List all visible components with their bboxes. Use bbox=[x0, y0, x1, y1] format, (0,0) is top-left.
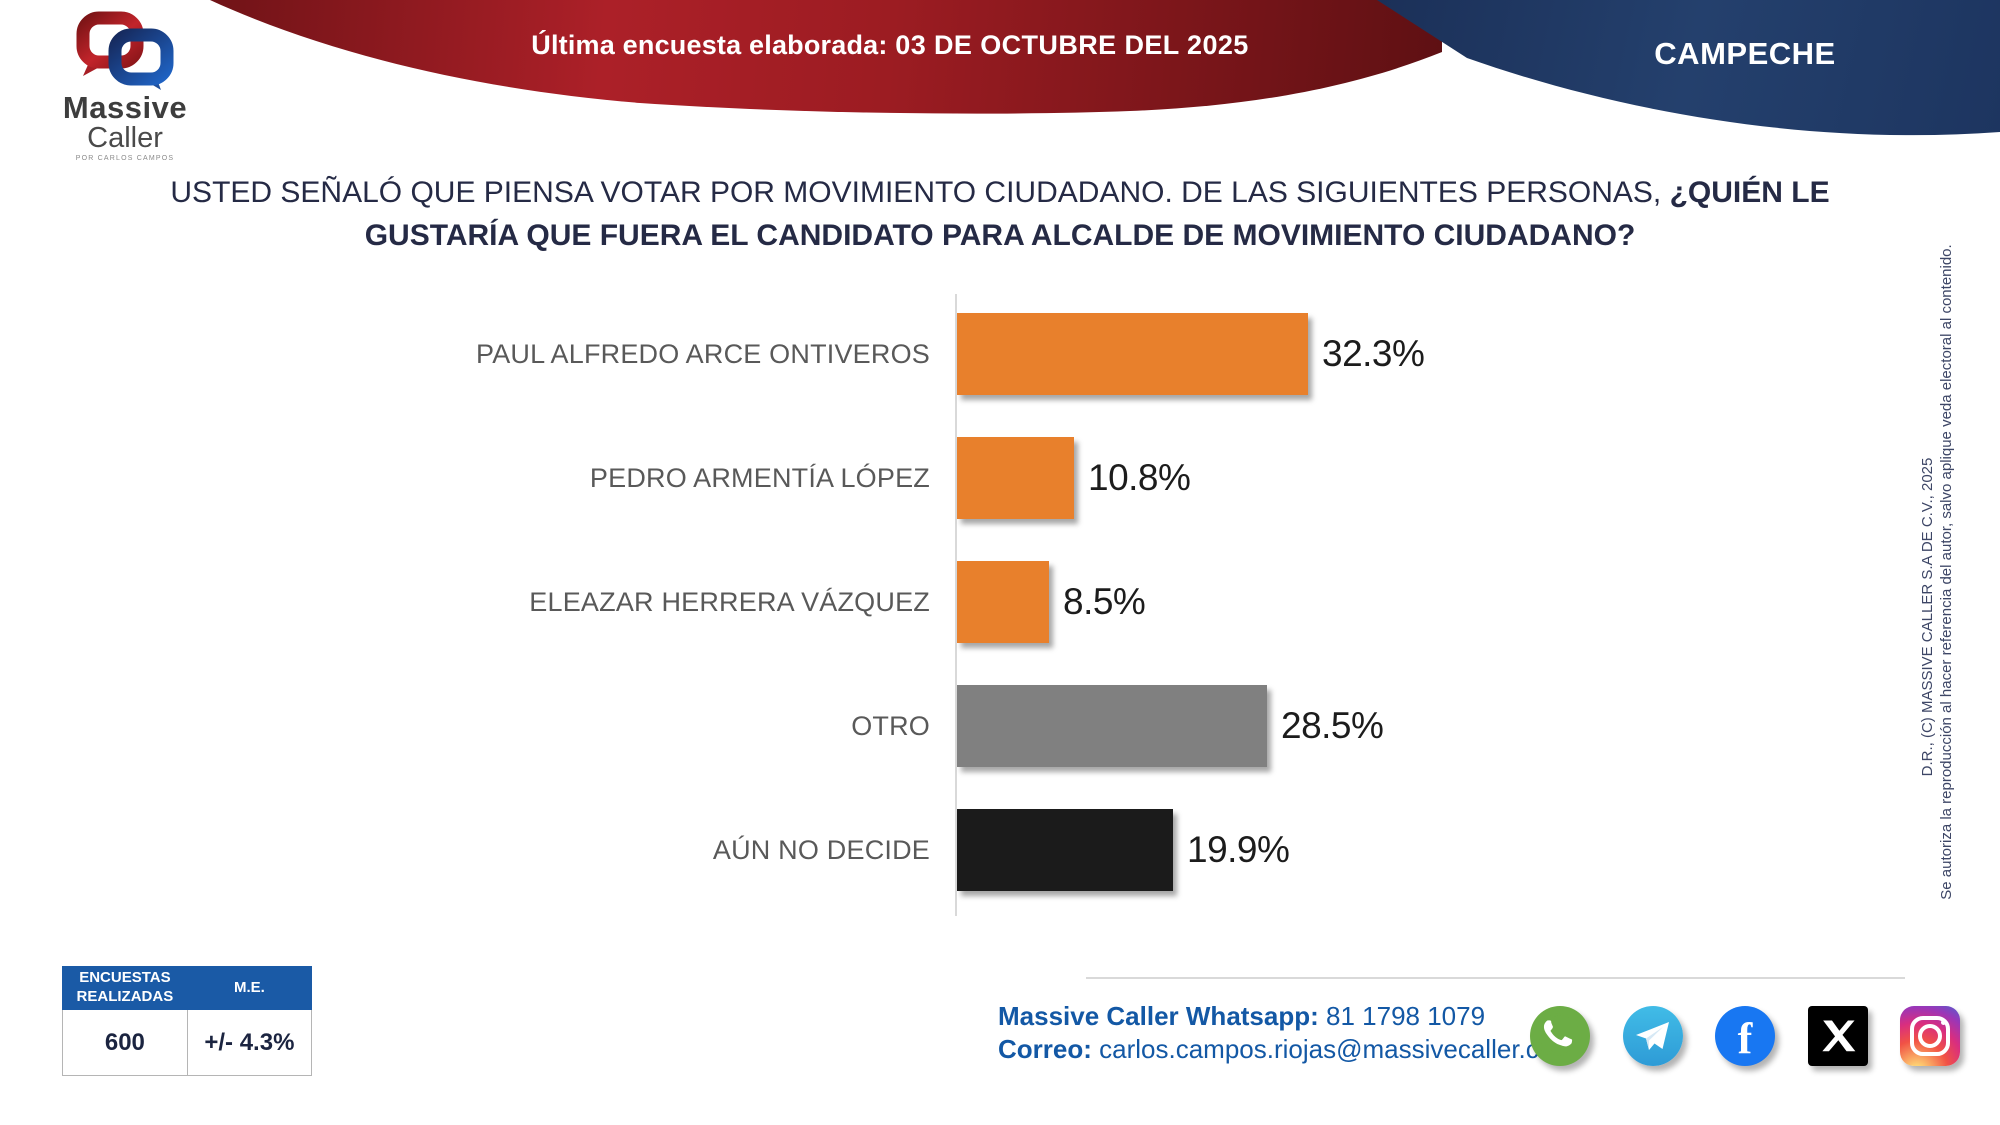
stats-header-encuestas: ENCUESTAS REALIZADAS bbox=[62, 966, 188, 1010]
bar-category-label: PEDRO ARMENTÍA LÓPEZ bbox=[589, 462, 930, 493]
bar-category-label: ELEAZAR HERRERA VÁZQUEZ bbox=[529, 586, 930, 617]
last-survey-banner: Última encuesta elaborada: 03 DE OCTUBRE… bbox=[490, 30, 1290, 61]
last-survey-label: Última encuesta elaborada: bbox=[531, 30, 888, 60]
social-icons-row: f bbox=[1530, 1004, 1960, 1068]
bar-value-label: 19.9% bbox=[1187, 829, 1290, 870]
bar-value-label: 8.5% bbox=[1063, 581, 1146, 622]
last-survey-date: 03 DE OCTUBRE DEL 2025 bbox=[895, 30, 1249, 60]
instagram-lens bbox=[1918, 1024, 1942, 1048]
instagram-frame bbox=[1910, 1016, 1950, 1056]
x-twitter-icon[interactable] bbox=[1807, 1006, 1868, 1066]
disclaimer-vertical-note: Se autoriza la reproducción al hacer ref… bbox=[1938, 244, 1955, 900]
contact-email-line: Correo: carlos.campos.riojas@massivecall… bbox=[998, 1033, 1575, 1066]
stats-header-me: M.E. bbox=[186, 966, 313, 1010]
logo-blue-bubble bbox=[108, 28, 174, 86]
bar bbox=[957, 561, 1049, 643]
bar-value-label: 32.3% bbox=[1322, 333, 1425, 374]
question-bold-part: ¿QUIÉN LE GUSTARÍA QUE FUERA EL CANDIDAT… bbox=[364, 176, 1830, 252]
email-label: Correo: bbox=[998, 1034, 1092, 1065]
chart-axis-line bbox=[955, 294, 957, 916]
instagram-icon[interactable] bbox=[1900, 1006, 1960, 1066]
bar-category-label: AÚN NO DECIDE bbox=[712, 834, 930, 865]
survey-question-title: USTED SEÑALÓ QUE PIENSA VOTAR POR MOVIMI… bbox=[110, 172, 1890, 257]
bar-category-label: PAUL ALFREDO ARCE ONTIVEROS bbox=[475, 338, 930, 369]
chart-row: AÚN NO DECIDE 19.9% bbox=[0, 809, 2000, 891]
logo-wordmark-line2: Caller bbox=[87, 122, 163, 154]
bar bbox=[957, 809, 1173, 891]
stats-value-encuestas: 600 bbox=[62, 1009, 188, 1076]
whatsapp-icon[interactable] bbox=[1530, 1006, 1590, 1066]
footer-divider bbox=[1086, 977, 1905, 979]
bar-value-label: 10.8% bbox=[1088, 457, 1191, 498]
bar bbox=[957, 685, 1267, 767]
red-banner-shape bbox=[210, 0, 1442, 114]
copyright-vertical-note: D.R., (C) MASSIVE CALLER S.A DE C.V., 20… bbox=[1919, 457, 1936, 777]
whatsapp-label: Massive Caller Whatsapp: bbox=[998, 1001, 1319, 1031]
survey-stats-table: ENCUESTAS REALIZADAS M.E. 600 +/- 4.3% bbox=[62, 966, 313, 1076]
blue-banner-shape bbox=[1377, 0, 2000, 136]
email-address: carlos.campos.riojas@massivecaller.com bbox=[1091, 1034, 1575, 1065]
logo-wordmark-line1: Massive bbox=[62, 90, 188, 125]
telegram-icon[interactable] bbox=[1622, 1006, 1683, 1066]
facebook-f-glyph: f bbox=[1737, 1014, 1753, 1063]
chart-row: OTRO 28.5% bbox=[0, 685, 2000, 767]
facebook-icon[interactable]: f bbox=[1715, 1006, 1775, 1066]
instagram-flash-dot bbox=[1941, 1020, 1946, 1025]
bar-value-label: 28.5% bbox=[1281, 705, 1384, 746]
contact-block: Massive Caller Whatsapp: 81 1798 1079 Co… bbox=[998, 1000, 1575, 1067]
bar bbox=[957, 313, 1308, 395]
logo-speech-bubbles-icon bbox=[76, 11, 174, 90]
stats-value-me: +/- 4.3% bbox=[186, 1009, 313, 1076]
massive-caller-logo: Massive Caller POR CARLOS CAMPOS bbox=[58, 8, 192, 163]
question-normal-part: USTED SEÑALÓ QUE PIENSA VOTAR POR MOVIMI… bbox=[170, 176, 1670, 209]
chart-row: ELEAZAR HERRERA VÁZQUEZ 8.5% bbox=[0, 561, 2000, 643]
header-banner-graphic bbox=[210, 0, 2000, 136]
region-title: CAMPECHE bbox=[1654, 36, 1836, 71]
bar-category-label: OTRO bbox=[851, 710, 930, 741]
chart-row: PAUL ALFREDO ARCE ONTIVEROS 32.3% bbox=[0, 313, 2000, 395]
bar bbox=[957, 437, 1074, 519]
whatsapp-number: 81 1798 1079 bbox=[1318, 1001, 1486, 1031]
chart-row: PEDRO ARMENTÍA LÓPEZ 10.8% bbox=[0, 437, 2000, 519]
contact-whatsapp-line: Massive Caller Whatsapp: 81 1798 1079 bbox=[998, 1000, 1575, 1033]
logo-tagline: POR CARLOS CAMPOS bbox=[75, 155, 175, 163]
